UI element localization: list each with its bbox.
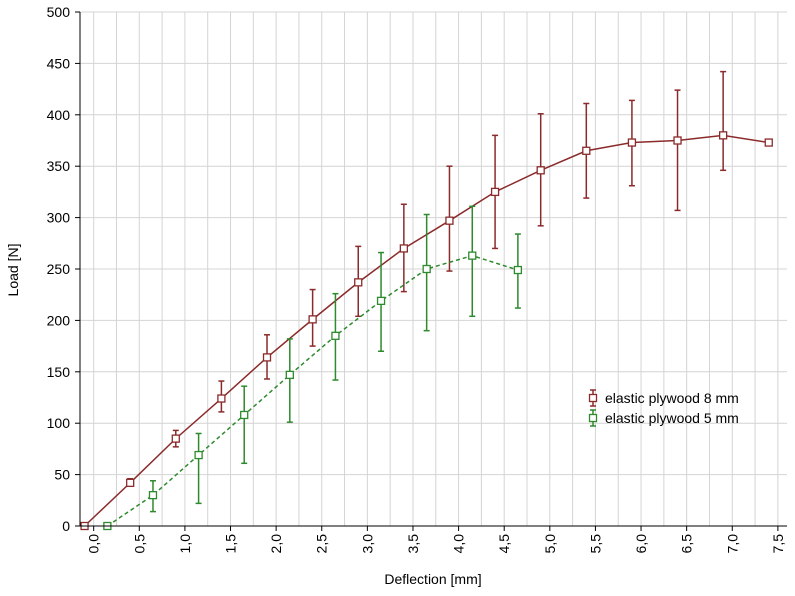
data-point — [399, 244, 409, 253]
x-tick-label: 4,5 — [496, 534, 512, 554]
data-point — [217, 394, 226, 403]
y-tick-label: 300 — [47, 210, 71, 226]
data-point — [331, 331, 340, 340]
data-point — [285, 370, 294, 380]
x-axis-title: Deflection [mm] — [384, 571, 481, 587]
error-bar — [241, 385, 248, 465]
x-tick-label: 5,0 — [542, 534, 558, 554]
data-point — [376, 296, 386, 306]
data-point — [513, 265, 523, 275]
data-point — [445, 216, 454, 225]
legend-item: elastic plywood 5 mm — [588, 409, 739, 427]
error-bar — [720, 70, 727, 172]
legend-label: elastic plywood 8 mm — [605, 390, 739, 406]
x-tick-label: 3,0 — [359, 534, 375, 554]
data-point — [490, 187, 500, 197]
data-point — [536, 166, 545, 175]
x-tick-label: 2,5 — [314, 534, 330, 554]
series-2 — [103, 205, 523, 531]
error-bar — [286, 338, 293, 423]
x-tick-label: 2,0 — [268, 534, 284, 554]
data-point — [468, 251, 477, 260]
y-axis-title: Load [N] — [5, 244, 21, 297]
y-tick-label: 350 — [47, 158, 71, 174]
data-point — [422, 264, 431, 274]
legend: elastic plywood 8 mm elastic plywood 5 mm — [588, 389, 739, 427]
error-bar — [469, 205, 476, 318]
data-point — [240, 410, 249, 420]
data-point — [262, 353, 272, 362]
y-tick-label: 0 — [62, 518, 70, 534]
axes — [75, 11, 787, 531]
data-point — [718, 131, 728, 140]
y-tick-label: 250 — [47, 261, 71, 277]
series-layer — [80, 70, 773, 531]
data-point — [171, 434, 180, 443]
data-point — [194, 450, 203, 460]
data-point — [627, 138, 637, 147]
y-tick-label: 150 — [47, 364, 71, 380]
data-point — [764, 138, 773, 147]
tick-labels: 0 50 100 150 200 250 300 350 400 450 500 0,0 0,5 1,0 1… — [47, 4, 786, 553]
data-point — [126, 478, 135, 487]
y-tick-label: 100 — [47, 415, 71, 431]
x-tick-label: 3,5 — [405, 534, 421, 554]
x-tick-label: 0,5 — [131, 534, 147, 554]
x-tick-label: 6,0 — [633, 534, 649, 554]
data-point — [354, 278, 363, 287]
y-tick-label: 50 — [54, 467, 70, 483]
legend-item: elastic plywood 8 mm — [588, 389, 739, 407]
data-point — [148, 491, 158, 500]
data-point — [582, 146, 591, 155]
grid — [80, 11, 787, 527]
series-line — [106, 254, 519, 527]
error-bar — [674, 89, 681, 212]
y-tick-label: 200 — [47, 312, 71, 328]
legend-marker — [588, 413, 598, 423]
x-tick-label: 1,5 — [223, 534, 239, 554]
data-point — [308, 315, 317, 324]
legend-label: elastic plywood 5 mm — [605, 410, 739, 426]
x-tick-label: 7,0 — [724, 534, 740, 554]
y-tick-label: 400 — [47, 107, 71, 123]
x-tick-label: 1,0 — [177, 534, 193, 554]
error-bar — [195, 432, 202, 505]
x-tick-label: 6,5 — [679, 534, 695, 554]
legend-marker — [588, 393, 598, 403]
x-tick-label: 7,5 — [770, 534, 786, 554]
y-tick-label: 500 — [47, 4, 71, 20]
x-tick-label: 4,0 — [451, 534, 467, 554]
x-tick-label: 5,5 — [587, 534, 603, 554]
x-tick-label: 0,0 — [86, 534, 102, 554]
y-tick-label: 450 — [47, 55, 71, 71]
data-point — [673, 136, 682, 145]
